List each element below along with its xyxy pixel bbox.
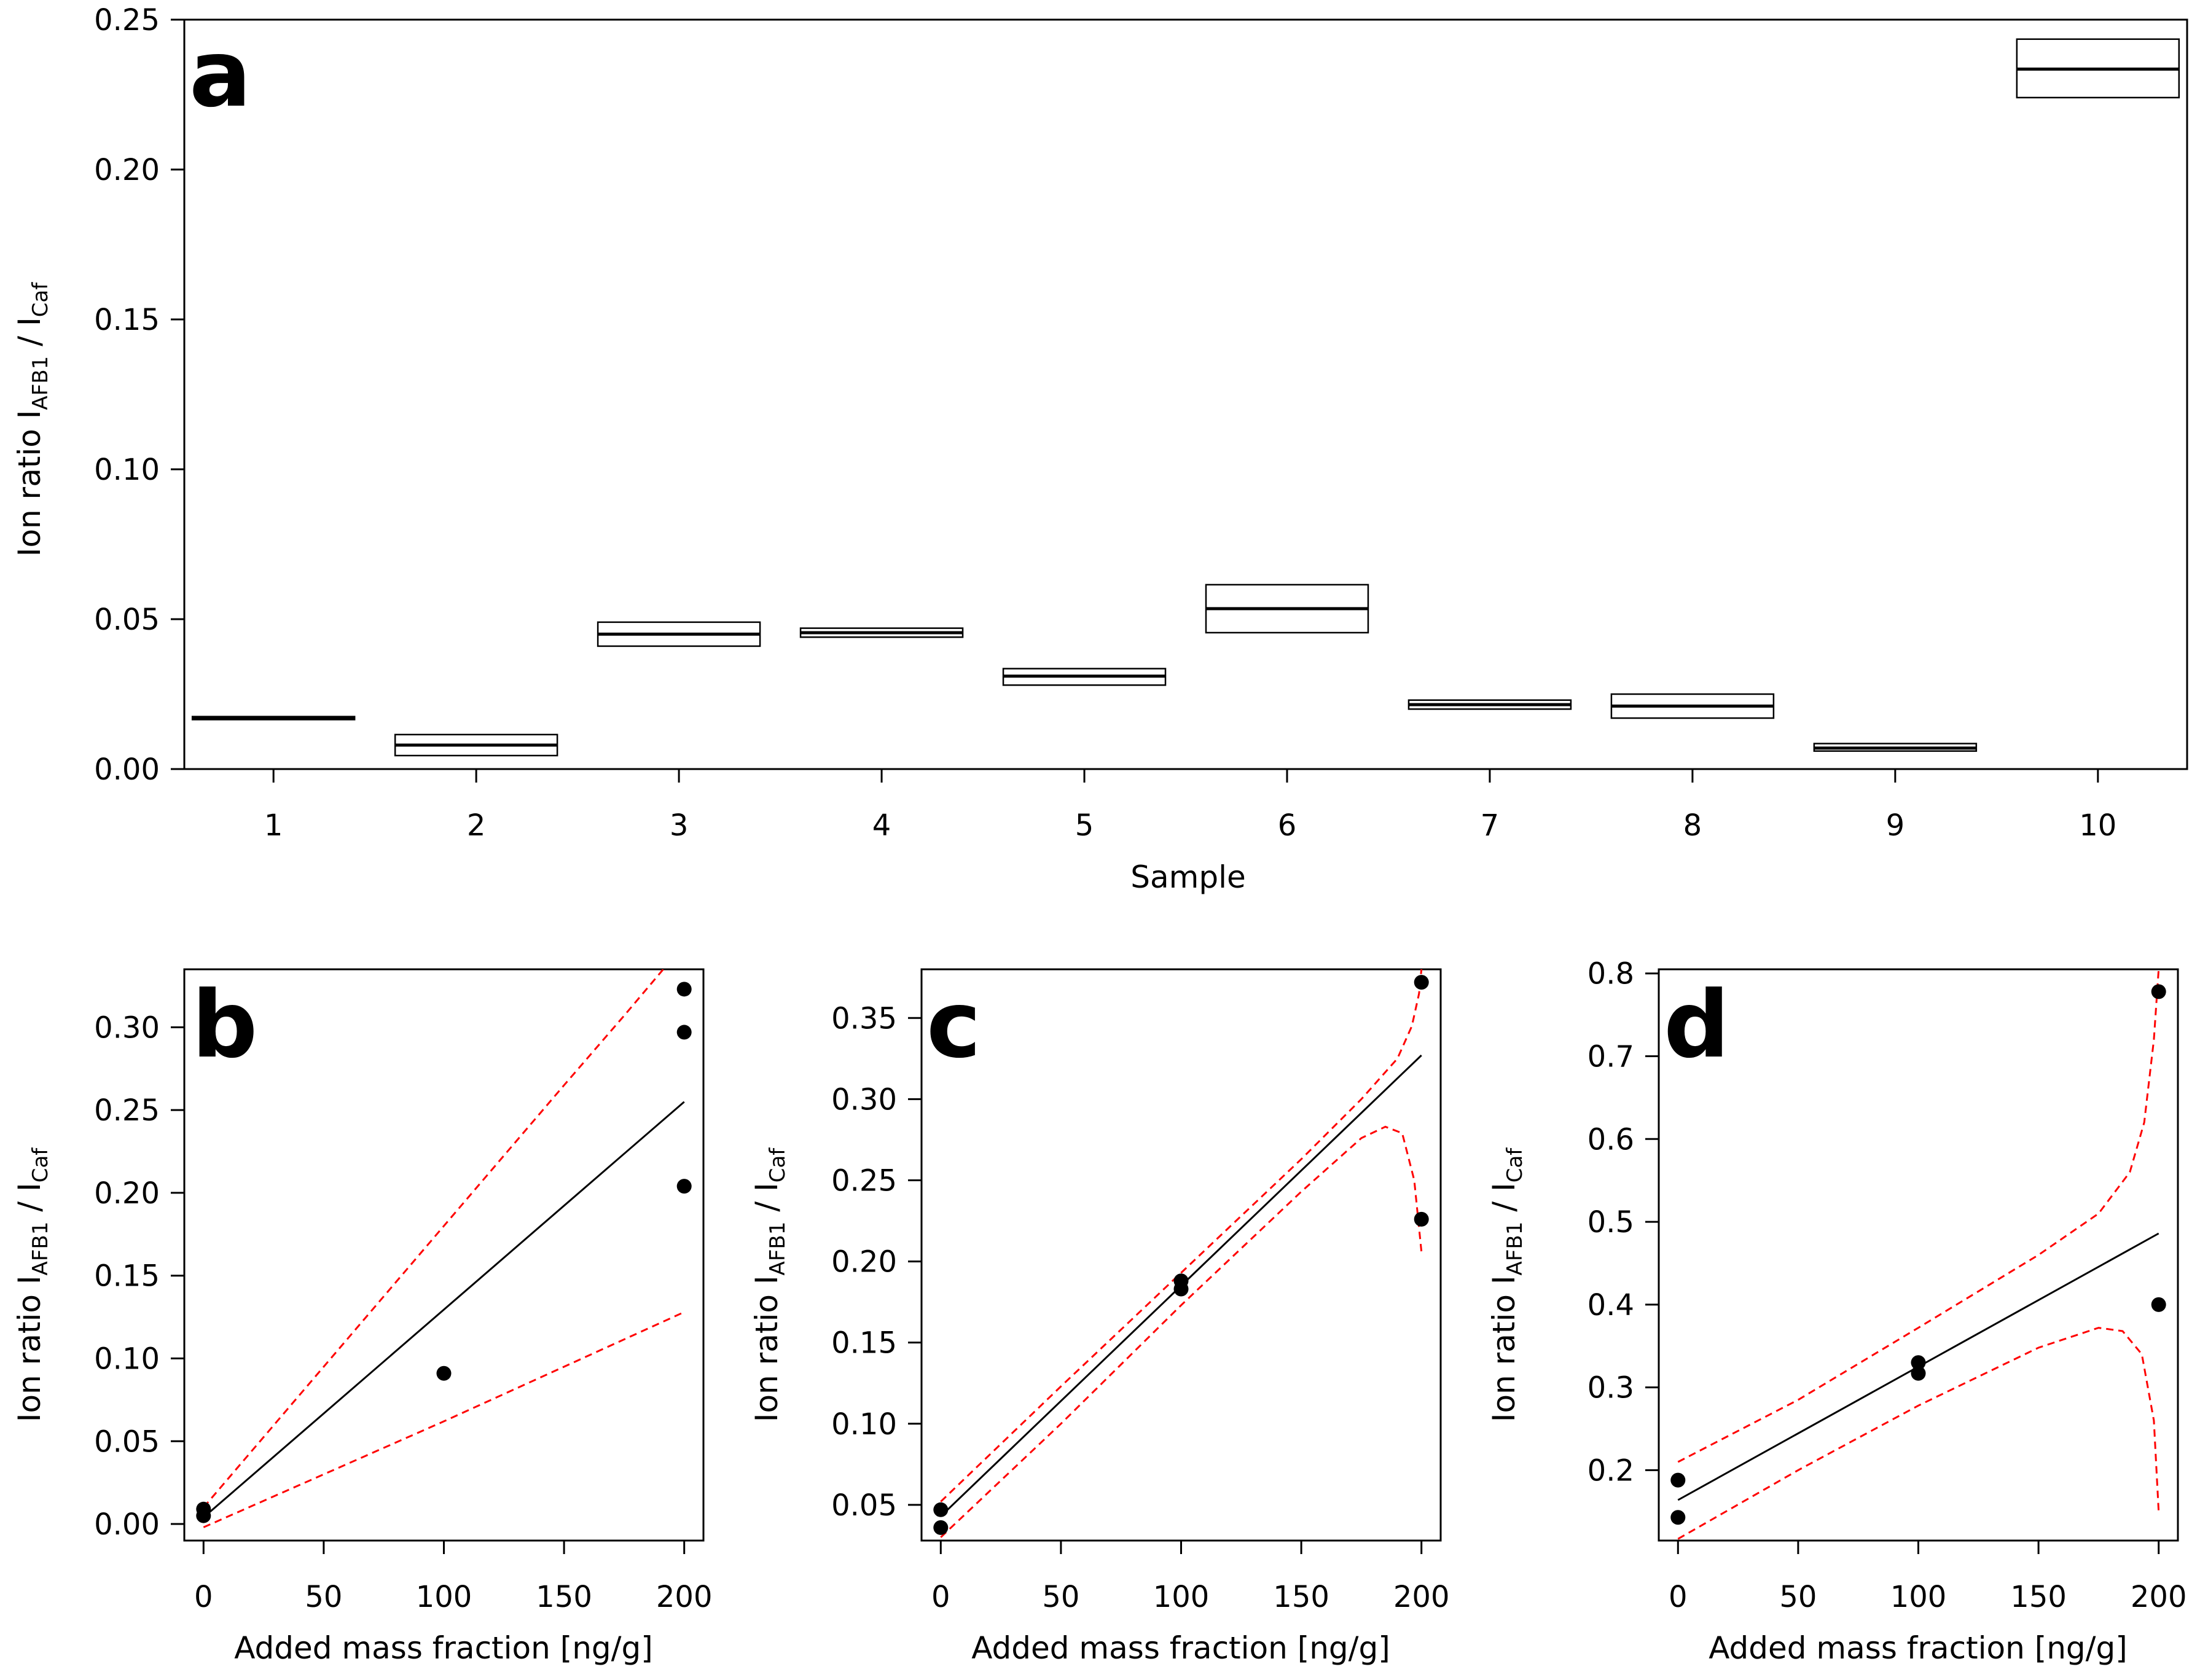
panel-c-data-point [1173, 1273, 1189, 1289]
panel-c-data-point [933, 1502, 949, 1517]
panel-d-data-point [1670, 1510, 1686, 1525]
panel-b-y-tick-label: 0.25 [94, 1093, 160, 1128]
panel-a-y-axis-title: Ion ratio IAFB1 / ICaf [12, 282, 53, 557]
panel-d-calibration-plot: 0.2 0.3 0.4 0.5 0.6 0.7 0.8 0 50 100 150 200 d Adde… [1486, 957, 2187, 1666]
panel-d-y-tick-label: 0.3 [1587, 1371, 1634, 1405]
panel-a-x-tick-label: 7 [1481, 808, 1500, 843]
panel-c-plot-area: 0.05 0.10 0.15 0.20 0.25 0.30 0.35 0 50 100 150 200 [831, 968, 1450, 1614]
panel-d-y-tick-label: 0.2 [1587, 1453, 1634, 1488]
panel-a-y-tick-label: 0.25 [94, 3, 160, 37]
panel-a-y-tick-label: 0.00 [94, 752, 160, 787]
panel-b-lower-confidence-band [203, 1311, 685, 1528]
panel-d-x-tick-label: 150 [2010, 1580, 2067, 1614]
panel-b-y-tick-label: 0.00 [94, 1507, 160, 1542]
panel-b-calibration-plot: 0.00 0.05 0.10 0.15 0.20 0.25 0.30 0 50 100 150 200… [12, 968, 713, 1666]
panel-a-frame [183, 18, 2188, 770]
panel-d-plot-area: 0.2 0.3 0.4 0.5 0.6 0.7 0.8 0 50 100 150 200 [1587, 957, 2187, 1614]
panel-d-y-tick-label: 0.6 [1587, 1122, 1634, 1157]
panel-b-x-tick-label: 200 [656, 1580, 713, 1614]
panel-c-x-tick-label: 150 [1273, 1580, 1329, 1614]
panel-b-x-tick-label: 0 [194, 1580, 213, 1614]
panel-c-y-tick-label: 0.05 [831, 1488, 897, 1523]
panel-b-y-tick-label: 0.15 [94, 1259, 160, 1294]
panel-d-y-tick-label: 0.4 [1587, 1288, 1634, 1323]
panel-d-data-point [1911, 1365, 1926, 1381]
panel-a-x-tick-label: 9 [1886, 808, 1905, 843]
panel-b-data-point [196, 1501, 211, 1517]
panel-b-data-point [676, 1025, 692, 1040]
panel-a-y-tick-label: 0.05 [94, 603, 160, 637]
panel-c-x-tick-label: 200 [1393, 1580, 1450, 1614]
panel-a-x-tick-label: 5 [1075, 808, 1094, 843]
panel-a-x-tick-label: 3 [670, 808, 689, 843]
panel-c-data-point [1414, 975, 1429, 990]
panel-c-lower-confidence-band [940, 1125, 1423, 1538]
panel-d-y-axis-title: Ion ratio IAFB1 / ICaf [1486, 1147, 1527, 1423]
panel-d-data-point [2151, 984, 2166, 999]
panel-c-y-tick-label: 0.10 [831, 1407, 897, 1442]
panel-d-x-tick-label: 200 [2131, 1580, 2187, 1614]
panel-c-data-point [1414, 1211, 1429, 1227]
panel-b-data-point [676, 1179, 692, 1194]
panel-b-y-tick-label: 0.10 [94, 1342, 160, 1376]
panel-d-data-point [1670, 1472, 1686, 1488]
panel-c-y-tick-label: 0.25 [831, 1163, 897, 1198]
panel-a-box-plot: 0.00 0.05 0.10 0.15 0.20 0.25 1 2 3 4 5 6 7 8 9 10 a Sa… [12, 3, 2188, 895]
panel-d-lower-confidence-band [1677, 1327, 2160, 1540]
panel-b-data-point [436, 1365, 452, 1381]
panel-d-x-tick-label: 100 [1890, 1580, 1947, 1614]
panel-d-letter: d [1664, 972, 1729, 1079]
panel-d-x-tick-label: 50 [1779, 1580, 1817, 1614]
panel-a-x-tick-label: 6 [1278, 808, 1297, 843]
panel-b-data-point [676, 982, 692, 997]
panel-d-y-tick-label: 0.5 [1587, 1205, 1634, 1240]
panel-a-y-tick-label: 0.10 [94, 453, 160, 487]
panel-b-y-axis-title: Ion ratio IAFB1 / ICaf [12, 1147, 53, 1423]
panel-b-y-tick-label: 0.20 [94, 1176, 160, 1211]
panel-d-data-point [2151, 1297, 2166, 1312]
panel-c-y-axis-title: Ion ratio IAFB1 / ICaf [749, 1147, 790, 1423]
panel-c-x-axis-title: Added mass fraction [ng/g] [971, 1630, 1390, 1666]
panel-a-x-tick-label: 4 [872, 808, 891, 843]
panel-a-y-tick-label: 0.15 [94, 303, 160, 337]
panel-c-letter: c [926, 972, 981, 1079]
panel-c-upper-confidence-band [940, 969, 1423, 1502]
panel-c-y-tick-label: 0.35 [831, 1001, 897, 1036]
panel-d-x-tick-label: 0 [1669, 1580, 1688, 1614]
panel-c-y-tick-label: 0.30 [831, 1082, 897, 1117]
panel-d-data-point [1911, 1355, 1926, 1370]
panel-b-letter: b [192, 972, 257, 1079]
panel-d-y-tick-label: 0.8 [1587, 957, 1634, 991]
panel-a-plot-area: 0.00 0.05 0.10 0.15 0.20 0.25 1 2 3 4 5 6 7 8 9 10 [94, 3, 2188, 843]
panel-b-y-tick-label: 0.30 [94, 1010, 160, 1045]
panel-a-x-axis-title: Sample [1130, 859, 1245, 895]
panel-c-x-tick-label: 0 [931, 1580, 950, 1614]
panel-c-y-tick-label: 0.15 [831, 1326, 897, 1361]
panel-a-x-tick-label: 2 [467, 808, 486, 843]
panel-a-letter: a [189, 21, 251, 128]
panel-b-plot-area: 0.00 0.05 0.10 0.15 0.20 0.25 0.30 0 50 100 150 200 [94, 968, 713, 1614]
panel-c-x-tick-label: 100 [1153, 1580, 1210, 1614]
panel-c-calibration-plot: 0.05 0.10 0.15 0.20 0.25 0.30 0.35 0 50 100 150 200… [749, 968, 1450, 1666]
panel-b-lines [203, 969, 685, 1528]
panel-c-y-tick-label: 0.20 [831, 1245, 897, 1280]
panel-c-x-tick-label: 50 [1042, 1580, 1079, 1614]
panel-a-x-tick-label: 10 [2079, 808, 2116, 843]
panel-b-y-tick-label: 0.05 [94, 1424, 160, 1459]
panel-b-x-tick-label: 100 [416, 1580, 472, 1614]
panel-b-x-tick-label: 150 [536, 1580, 592, 1614]
panel-b-x-axis-title: Added mass fraction [ng/g] [234, 1630, 653, 1666]
panel-a-x-tick-label: 8 [1683, 808, 1702, 843]
panel-d-x-axis-title: Added mass fraction [ng/g] [1709, 1630, 2128, 1666]
panel-b-regression-line [203, 1101, 685, 1518]
panel-d-y-tick-label: 0.7 [1587, 1040, 1634, 1074]
panel-b-x-tick-label: 50 [305, 1580, 342, 1614]
panel-c-data-point [933, 1520, 949, 1535]
panel-a-x-tick-label: 1 [264, 808, 283, 843]
panel-a-y-tick-label: 0.20 [94, 153, 160, 187]
panel-b-upper-confidence-band [203, 969, 665, 1509]
